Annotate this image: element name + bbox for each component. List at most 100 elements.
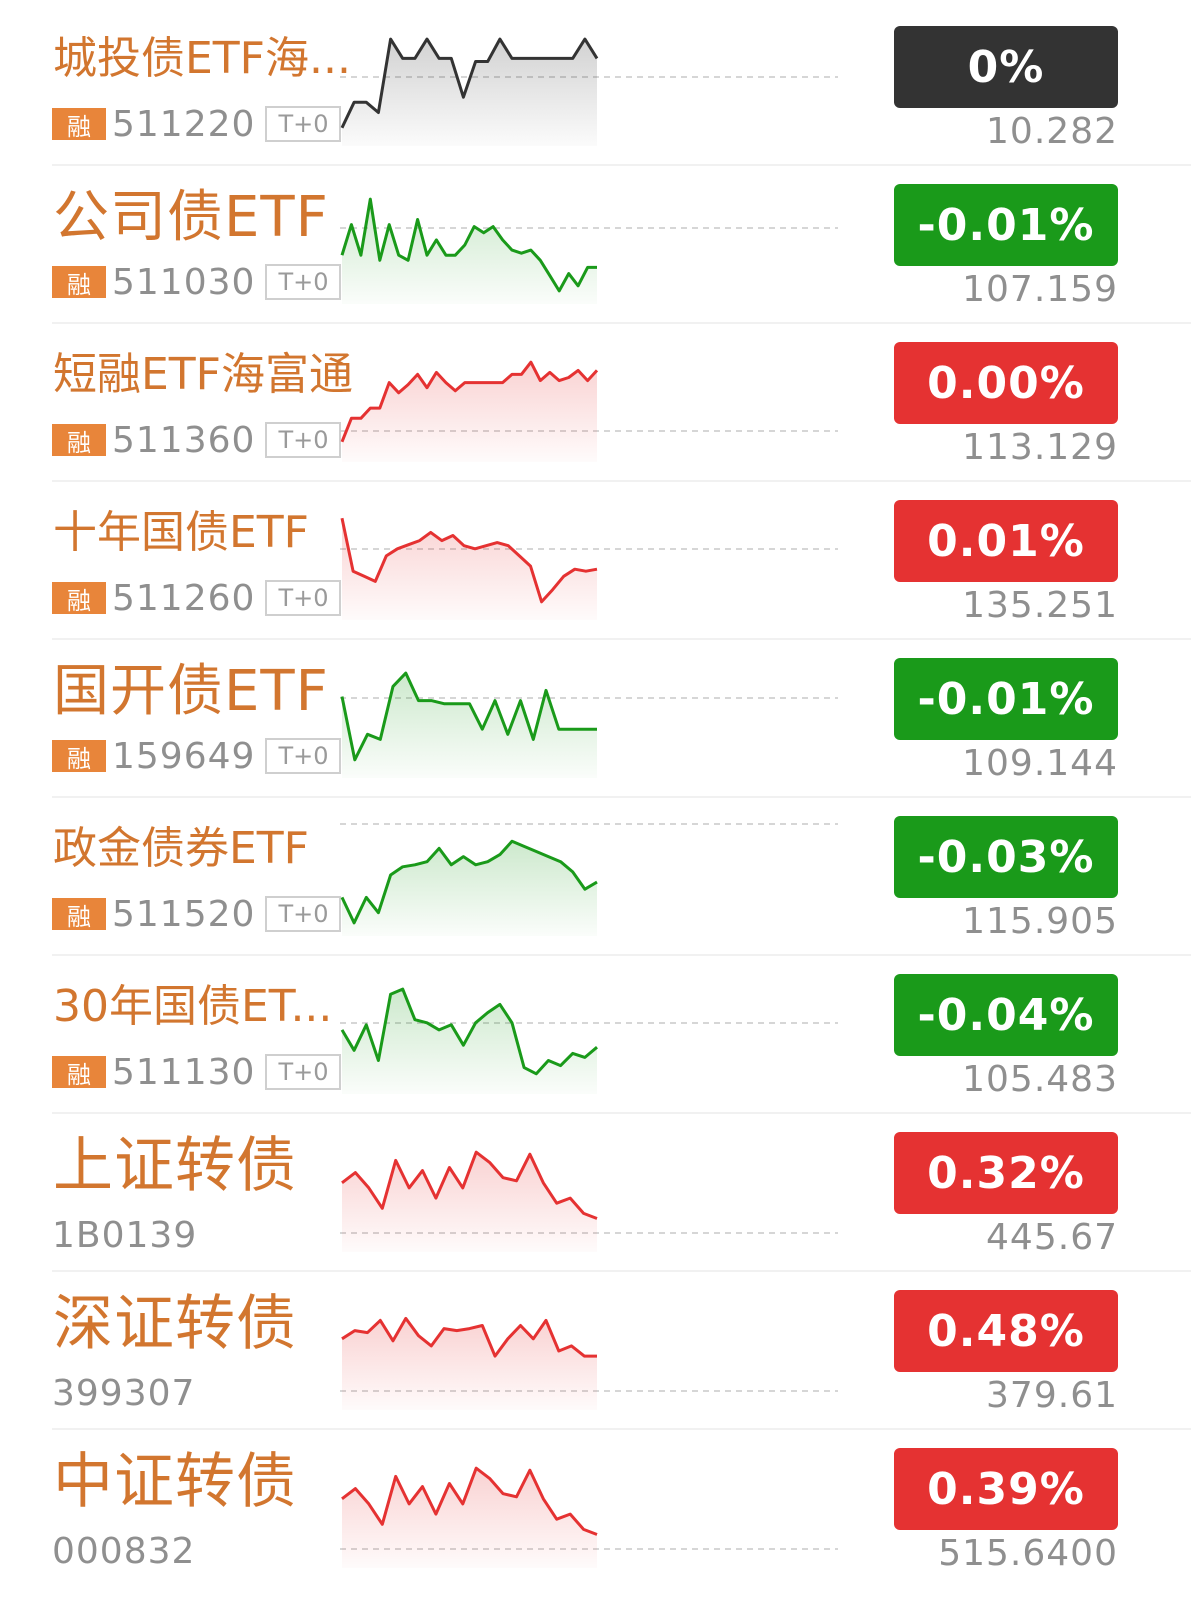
margin-tag: 融	[52, 898, 106, 931]
sparkline-area	[342, 199, 597, 304]
sparkline-line	[340, 37, 599, 129]
margin-tag: 融	[52, 1056, 106, 1089]
fund-code: 511260	[112, 577, 256, 619]
t0-tag: T+0	[265, 738, 342, 774]
t0-tag: T+0	[265, 580, 342, 616]
fund-meta: 000832	[52, 1530, 196, 1572]
t0-tag: T+0	[265, 896, 342, 932]
fund-name: 上证转债	[53, 1131, 297, 1201]
fund-code: 511360	[112, 419, 256, 461]
sparkline-chart	[340, 671, 838, 778]
change-badge[interactable]: -0.03%	[894, 816, 1118, 898]
sparkline-chart	[340, 1316, 838, 1410]
sparkline-chart	[340, 1150, 838, 1252]
sparkline-area	[342, 518, 597, 620]
fund-code: 1B0139	[52, 1214, 198, 1256]
fund-code: 511520	[112, 893, 256, 935]
fund-meta: 1B0139	[52, 1214, 198, 1256]
sparkline-chart	[340, 987, 838, 1094]
change-badge[interactable]: 0.01%	[894, 500, 1118, 582]
list-item[interactable]: 城投债ETF海... 融 511220 T+0 0% 10.282	[0, 8, 1191, 166]
fund-meta: 399307	[52, 1372, 196, 1414]
price-value: 113.129	[962, 427, 1118, 468]
price-value: 445.67	[986, 1217, 1118, 1258]
sparkline-area	[342, 1468, 597, 1568]
list-item[interactable]: 公司债ETF 融 511030 T+0 -0.01% 107.159	[0, 166, 1191, 324]
fund-code: 511220	[112, 103, 256, 145]
change-badge[interactable]: 0.39%	[894, 1448, 1118, 1530]
change-badge[interactable]: -0.01%	[894, 658, 1118, 740]
fund-name: 30年国债ET...	[53, 981, 333, 1032]
sparkline-area	[342, 362, 597, 462]
fund-code: 399307	[52, 1372, 196, 1414]
sparkline-chart	[340, 197, 838, 304]
sparkline-line	[340, 987, 598, 1076]
fund-meta: 融 511520 T+0	[52, 893, 342, 935]
sparkline-line	[340, 197, 597, 293]
sparkline-chart	[340, 517, 838, 620]
sparkline-area	[342, 39, 597, 146]
margin-tag: 融	[52, 108, 106, 141]
list-item[interactable]: 30年国债ET... 融 511130 T+0 -0.04% 105.483	[0, 956, 1191, 1114]
fund-name: 国开债ETF	[53, 659, 329, 724]
sparkline-line	[340, 839, 598, 925]
price-value: 109.144	[962, 743, 1118, 784]
sparkline-line	[340, 360, 599, 443]
sparkline-line	[341, 1316, 597, 1358]
change-badge[interactable]: 0.00%	[894, 342, 1118, 424]
t0-tag: T+0	[265, 106, 342, 142]
t0-tag: T+0	[265, 422, 342, 458]
change-badge[interactable]: 0%	[894, 26, 1118, 108]
sparkline-chart	[340, 1466, 838, 1568]
change-badge[interactable]: 0.32%	[894, 1132, 1118, 1214]
price-value: 379.61	[986, 1375, 1118, 1416]
sparkline-area	[342, 673, 597, 778]
price-value: 10.282	[986, 111, 1118, 152]
fund-quote-list: 城投债ETF海... 融 511220 T+0 0% 10.282 公司债ETF 融 51103…	[0, 8, 1191, 1588]
list-item[interactable]: 深证转债 399307 0.48% 379.61	[0, 1272, 1191, 1430]
fund-code: 159649	[112, 735, 256, 777]
price-value: 115.905	[962, 901, 1118, 942]
fund-name: 政金债券ETF	[53, 823, 309, 874]
fund-name: 公司债ETF	[53, 185, 329, 250]
list-item[interactable]: 上证转债 1B0139 0.32% 445.67	[0, 1114, 1191, 1272]
list-item[interactable]: 政金债券ETF 融 511520 T+0 -0.03% 115.905	[0, 798, 1191, 956]
t0-tag: T+0	[265, 264, 342, 300]
sparkline-area	[342, 1318, 597, 1410]
price-value: 105.483	[962, 1059, 1118, 1100]
fund-name: 十年国债ETF	[53, 507, 309, 558]
fund-code: 511030	[112, 261, 256, 303]
sparkline-line	[341, 1466, 598, 1536]
margin-tag: 融	[52, 740, 106, 773]
t0-tag: T+0	[265, 1054, 342, 1090]
sparkline-line	[340, 671, 597, 762]
price-value: 515.6400	[938, 1533, 1118, 1574]
change-badge[interactable]: -0.01%	[894, 184, 1118, 266]
sparkline-chart	[340, 37, 838, 146]
sparkline-chart	[340, 360, 838, 462]
fund-meta: 融 511220 T+0	[52, 103, 342, 145]
margin-tag: 融	[52, 266, 106, 299]
sparkline-line	[341, 1150, 598, 1220]
fund-meta: 融 511130 T+0	[52, 1052, 342, 1093]
sparkline-area	[342, 841, 597, 936]
fund-name: 城投债ETF海...	[53, 33, 351, 84]
sparkline-area	[342, 989, 597, 1094]
fund-name: 深证转债	[53, 1289, 297, 1359]
fund-meta: 融 511030 T+0	[52, 261, 342, 303]
price-value: 135.251	[962, 585, 1118, 626]
list-item[interactable]: 短融ETF海富通融 511360 T+0 0.00% 113.129	[0, 324, 1191, 482]
sparkline-area	[342, 1152, 597, 1252]
list-item[interactable]: 国开债ETF 融 159649 T+0 -0.01% 109.144	[0, 640, 1191, 798]
fund-meta: 融 511360 T+0	[52, 419, 342, 461]
sparkline-chart	[340, 823, 838, 936]
change-badge[interactable]: -0.04%	[894, 974, 1118, 1056]
fund-meta: 融 159649 T+0	[52, 735, 342, 777]
list-item[interactable]: 中证转债 000832 0.39% 515.6400	[0, 1430, 1191, 1588]
change-badge[interactable]: 0.48%	[894, 1290, 1118, 1372]
list-item[interactable]: 十年国债ETF 融 511260 T+0 0.01% 135.251	[0, 482, 1191, 640]
sparkline-line	[340, 517, 598, 604]
fund-code: 000832	[52, 1530, 196, 1572]
margin-tag: 融	[52, 424, 106, 457]
fund-name: 短融ETF海富通	[53, 349, 353, 400]
